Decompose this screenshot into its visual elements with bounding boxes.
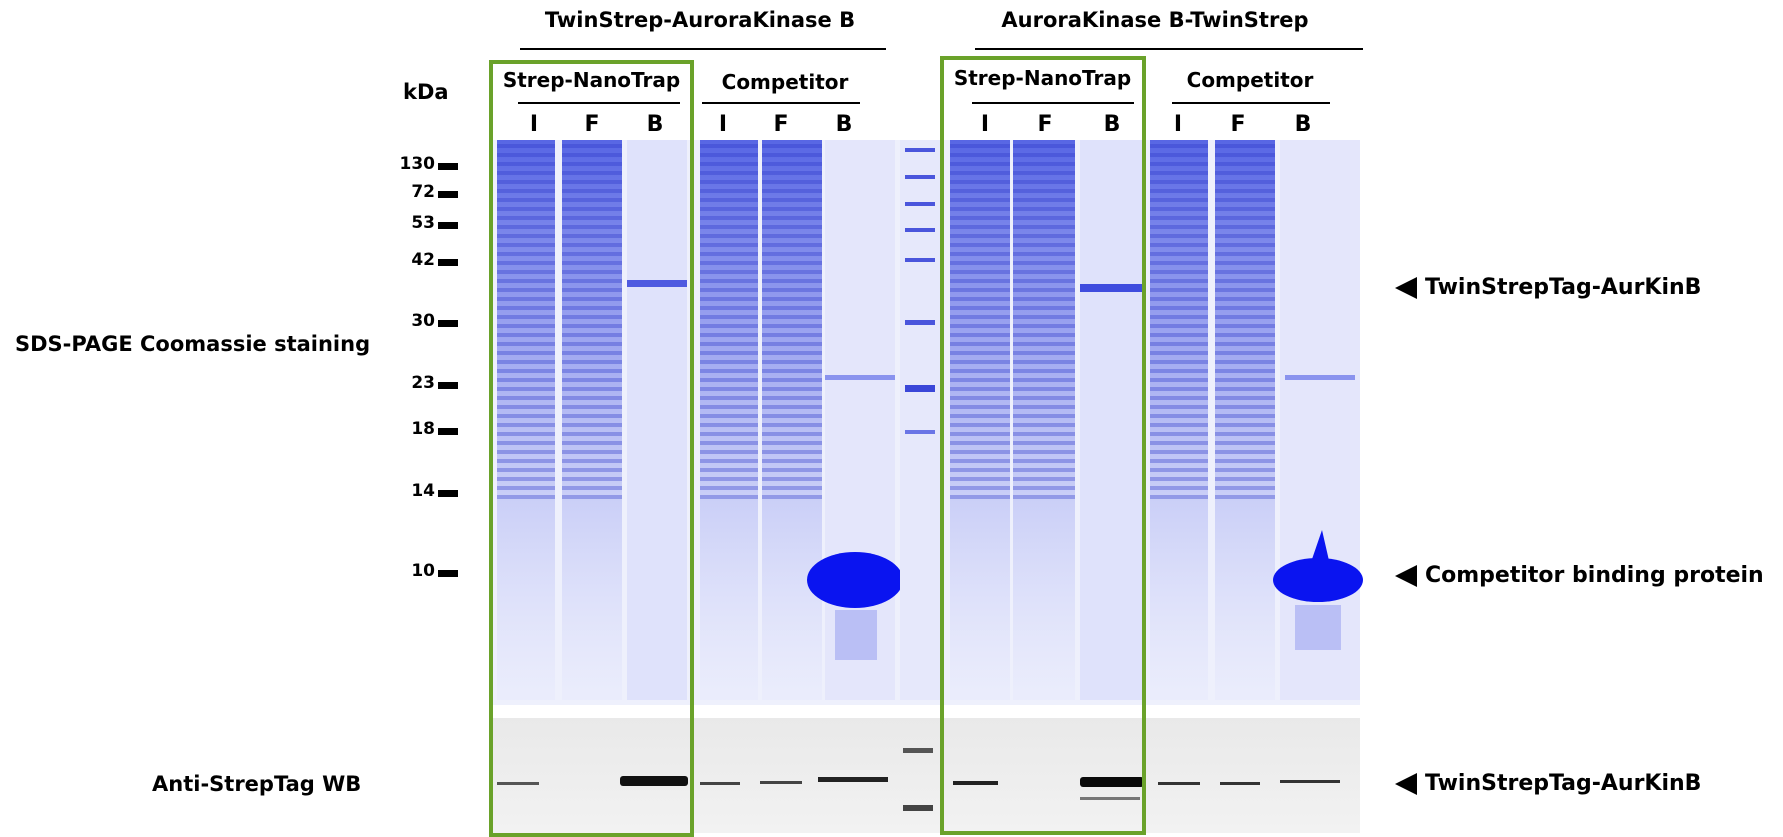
- mw-tick-53: [438, 222, 458, 229]
- competitor-band-g2: [1273, 558, 1363, 602]
- lane-g1-nanotrap-B: [627, 140, 687, 700]
- annotation-target-text: TwinStrepTag-AurKinB: [1425, 275, 1702, 300]
- sublabel-competitor-1: Competitor: [721, 70, 849, 94]
- mw-tick-72: [438, 191, 458, 198]
- mw-tick-30: [438, 320, 458, 327]
- lane-g2-nanotrap-B: [1080, 140, 1145, 700]
- mw-label-10: 10: [411, 561, 435, 581]
- sublabel-rule-nanotrap-1: [518, 102, 680, 104]
- sds-page-label: SDS-PAGE Coomassie staining: [15, 332, 371, 356]
- highlight-box-group2: [940, 56, 1146, 835]
- mw-tick-130: [438, 163, 458, 170]
- group-rule-2: [975, 48, 1363, 50]
- mw-tick-42: [438, 259, 458, 266]
- sublabel-rule-competitor-2: [1172, 102, 1330, 104]
- lane-label-g2c-F: F: [1230, 112, 1246, 137]
- competitor-band-g1: [807, 552, 903, 608]
- mw-tick-18: [438, 428, 458, 435]
- lane-label-g1c-F: F: [773, 112, 789, 137]
- arrow-left-icon: [1395, 772, 1417, 795]
- lane-label-g1-B: B: [646, 112, 664, 137]
- sublabel-competitor-2: Competitor: [1186, 68, 1314, 92]
- mw-label-72: 72: [411, 182, 435, 202]
- annotation-wb-target-text: TwinStrepTag-AurKinB: [1425, 771, 1702, 796]
- annotation-competitor-text: Competitor binding protein: [1425, 563, 1764, 588]
- lane-label-g1c-B: B: [835, 112, 853, 137]
- mw-tick-10: [438, 570, 458, 577]
- annotation-competitor: Competitor binding protein: [1395, 563, 1764, 588]
- mw-label-23: 23: [411, 373, 435, 393]
- mw-label-18: 18: [411, 419, 435, 439]
- wb-membrane: [490, 718, 1360, 833]
- lane-label-g2-B: B: [1103, 112, 1121, 137]
- lane-label-g2-F: F: [1037, 112, 1053, 137]
- lane-label-g2-I: I: [980, 112, 990, 137]
- kda-label: kDa: [403, 80, 449, 104]
- highlight-box-group1: [489, 60, 694, 837]
- sublabel-nanotrap-1: Strep-NanoTrap: [502, 68, 681, 92]
- annotation-target: TwinStrepTag-AurKinB: [1395, 275, 1701, 300]
- wb-bands: [497, 748, 1340, 811]
- lane-label-g2c-I: I: [1173, 112, 1183, 137]
- arrow-left-icon: [1395, 276, 1417, 299]
- mw-label-53: 53: [411, 213, 435, 233]
- annotation-wb-target: TwinStrepTag-AurKinB: [1395, 771, 1701, 796]
- ladder-lane: [900, 140, 940, 700]
- wb-label: Anti-StrepTag WB: [152, 772, 362, 796]
- sublabel-rule-competitor-1: [702, 102, 860, 104]
- lane-label-g1-I: I: [529, 112, 539, 137]
- mw-label-42: 42: [411, 250, 435, 270]
- sublabel-nanotrap-2: Strep-NanoTrap: [953, 66, 1132, 90]
- lane-label-g2c-B: B: [1294, 112, 1312, 137]
- mw-label-30: 30: [411, 311, 435, 331]
- mw-label-14: 14: [411, 481, 435, 501]
- lane-label-g1c-I: I: [718, 112, 728, 137]
- group-title-1: TwinStrep-AuroraKinase B: [544, 8, 856, 32]
- group-rule-1: [520, 48, 886, 50]
- gel-lanes-group2: [950, 140, 1363, 700]
- mw-tick-23: [438, 382, 458, 389]
- mw-tick-14: [438, 490, 458, 497]
- lane-label-g1-F: F: [584, 112, 600, 137]
- sublabel-rule-nanotrap-2: [972, 102, 1134, 104]
- group-title-2: AuroraKinase B-TwinStrep: [1001, 8, 1309, 32]
- arrow-left-icon: [1395, 564, 1417, 587]
- gel-lanes-group1: [497, 140, 903, 700]
- mw-label-130: 130: [399, 154, 436, 174]
